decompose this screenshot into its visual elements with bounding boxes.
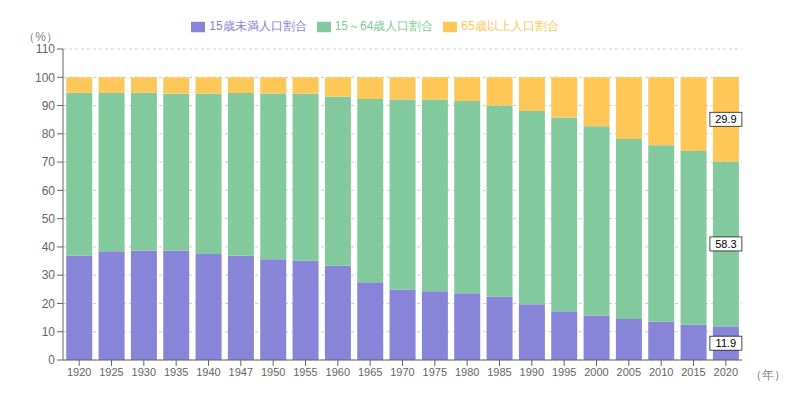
svg-text:（年）: （年） xyxy=(750,368,786,382)
svg-text:1990: 1990 xyxy=(520,366,544,378)
svg-text:40: 40 xyxy=(42,240,56,254)
svg-text:1955: 1955 xyxy=(293,366,317,378)
svg-text:11.9: 11.9 xyxy=(716,337,737,349)
svg-text:90: 90 xyxy=(42,99,56,113)
svg-text:1925: 1925 xyxy=(99,366,123,378)
svg-text:2005: 2005 xyxy=(617,366,641,378)
svg-text:58.3: 58.3 xyxy=(715,238,736,250)
svg-text:1965: 1965 xyxy=(358,366,382,378)
svg-text:60: 60 xyxy=(42,184,56,198)
svg-text:30: 30 xyxy=(42,268,56,282)
svg-text:2015: 2015 xyxy=(681,366,705,378)
svg-text:1940: 1940 xyxy=(196,366,220,378)
svg-text:1930: 1930 xyxy=(132,366,156,378)
svg-text:1950: 1950 xyxy=(261,366,285,378)
svg-text:70: 70 xyxy=(42,155,56,169)
html-text:65歳以上人口割合: 65歳以上人口割合 xyxy=(461,19,559,33)
svg-text:1960: 1960 xyxy=(326,366,350,378)
svg-text:1970: 1970 xyxy=(390,366,414,378)
svg-text:1975: 1975 xyxy=(423,366,447,378)
svg-text:1920: 1920 xyxy=(67,366,91,378)
svg-text:100: 100 xyxy=(35,71,55,85)
html-text:15～64歳人口割合: 15～64歳人口割合 xyxy=(334,19,434,33)
svg-text:29.9: 29.9 xyxy=(715,113,736,125)
svg-text:10: 10 xyxy=(42,325,56,339)
svg-text:50: 50 xyxy=(42,212,56,226)
svg-text:2010: 2010 xyxy=(649,366,673,378)
svg-text:2000: 2000 xyxy=(584,366,608,378)
svg-text:2020: 2020 xyxy=(714,366,738,378)
svg-text:0: 0 xyxy=(48,353,55,367)
svg-text:20: 20 xyxy=(42,297,56,311)
svg-text:110: 110 xyxy=(36,42,55,56)
svg-text:1980: 1980 xyxy=(455,366,479,378)
svg-text:1947: 1947 xyxy=(229,366,253,378)
svg-text:80: 80 xyxy=(42,127,56,141)
svg-text:（%）: （%） xyxy=(23,30,58,44)
svg-text:1985: 1985 xyxy=(487,366,511,378)
svg-text:1995: 1995 xyxy=(552,366,576,378)
html-text:15歳未満人口割合: 15歳未満人口割合 xyxy=(209,19,307,33)
svg-text:1935: 1935 xyxy=(164,366,188,378)
